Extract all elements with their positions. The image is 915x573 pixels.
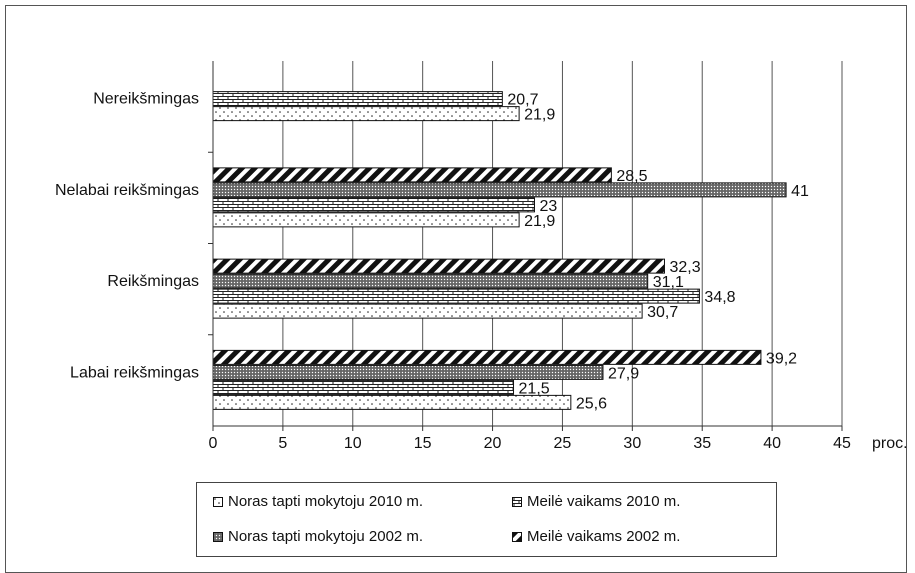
data-labels: 21,920,721,9234128,530,734,831,132,325,6… [507, 92, 809, 413]
x-tick-label: 45 [833, 435, 851, 452]
data-label: 34,8 [704, 289, 735, 306]
axes: 0 5 10 15 20 25 30 35 40 45 proc. Nereikšmingas Nela… [55, 61, 908, 452]
data-label: 39,2 [766, 350, 797, 367]
category-label: Nelabai reikšmingas [55, 182, 199, 199]
bar [212, 91, 503, 107]
bar [212, 303, 643, 319]
x-tick-label: 0 [209, 435, 218, 452]
legend-label: Noras tapti mokytoju 2010 m. [228, 493, 424, 510]
legend-swatch-bricks [512, 496, 522, 507]
legend-label: Noras tapti mokytoju 2002 m. [228, 528, 424, 545]
data-label: 41 [791, 183, 809, 200]
bar [212, 258, 665, 274]
bar [212, 273, 649, 289]
x-tick-label: 25 [554, 435, 572, 452]
bar [212, 394, 572, 410]
data-label: 21,9 [524, 107, 555, 124]
legend-swatch-dots [213, 496, 223, 507]
bar-chart: 21,920,721,9234128,530,734,831,132,325,6… [55, 61, 908, 452]
x-tick-label: 30 [623, 435, 641, 452]
data-label: 23 [539, 198, 557, 215]
legend-label: Meilė vaikams 2010 m. [527, 493, 681, 510]
bar [212, 364, 604, 380]
bar [212, 167, 612, 183]
chart-frame: 21,9 20,7 21,9 23 41 28,5 30,7 34,8 31,1 32,3 25,6… [5, 5, 908, 573]
data-label: 25,6 [576, 395, 607, 412]
category-label: Reikšmingas [107, 273, 199, 290]
x-tick-label: 5 [278, 435, 287, 452]
data-label: 21,5 [519, 380, 550, 397]
data-label: 30,7 [647, 304, 678, 321]
x-axis-label: proc. [872, 435, 908, 452]
bars [212, 91, 787, 410]
legend: Noras tapti mokytoju 2010 m. Meilė vaika… [196, 482, 777, 557]
bar [212, 288, 700, 304]
bar [212, 106, 520, 122]
legend-item: Meilė vaikams 2002 m. [512, 528, 680, 545]
data-label: 21,9 [524, 213, 555, 230]
bar [212, 182, 787, 198]
category-label: Nereikšmingas [93, 91, 199, 108]
legend-item: Noras tapti mokytoju 2010 m. [213, 493, 423, 510]
x-tick-label: 20 [484, 435, 502, 452]
x-tick-label: 15 [414, 435, 432, 452]
legend-item: Meilė vaikams 2010 m. [512, 493, 680, 510]
legend-item: Noras tapti mokytoju 2002 m. [213, 528, 423, 545]
x-tick-label: 10 [344, 435, 362, 452]
data-label: 28,5 [616, 168, 647, 185]
category-label: Labai reikšmingas [70, 364, 199, 381]
legend-swatch-crosshatch [213, 531, 223, 542]
bar [212, 197, 535, 213]
gridlines [282, 61, 843, 426]
data-label: 32,3 [669, 259, 700, 276]
data-label: 31,1 [653, 274, 684, 291]
legend-swatch-diagonal [512, 531, 522, 542]
bar [212, 379, 515, 395]
x-tick-label: 40 [763, 435, 781, 452]
bar [212, 212, 520, 228]
data-label: 27,9 [608, 365, 639, 382]
bar [212, 349, 762, 365]
data-label: 20,7 [507, 92, 538, 109]
x-tick-label: 35 [693, 435, 711, 452]
legend-label: Meilė vaikams 2002 m. [527, 528, 681, 545]
